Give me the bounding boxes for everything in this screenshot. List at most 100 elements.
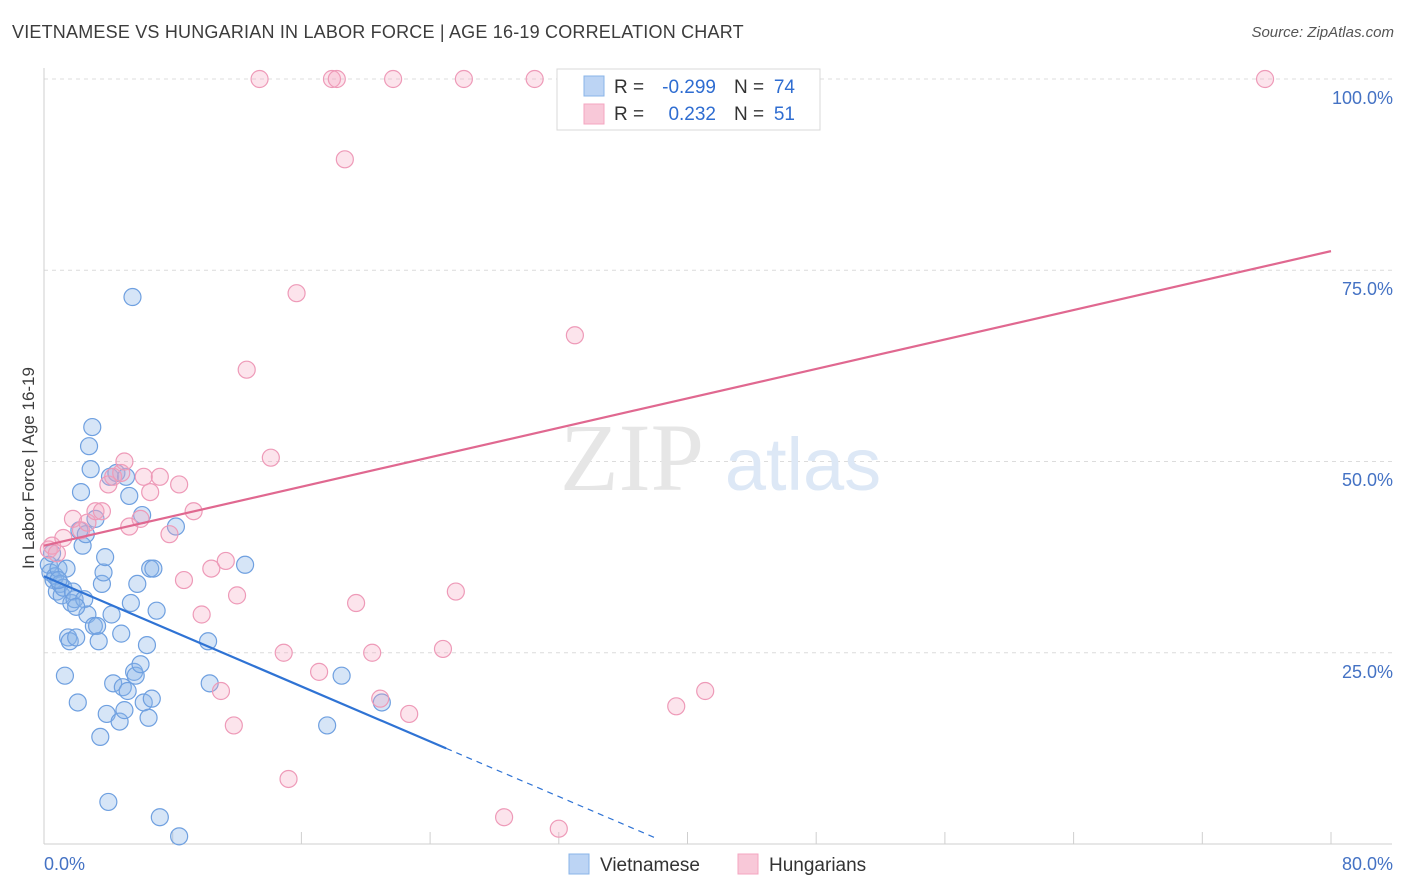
vietnamese-point-42 [110, 712, 129, 731]
hungarian-point-52 [1255, 69, 1275, 89]
watermark-zip: ZIP [560, 404, 704, 511]
vietnamese-point-31 [89, 632, 108, 651]
vietnamese-point-27 [83, 417, 102, 437]
bottom-legend-swatch-vietnamese [568, 853, 590, 875]
vietnamese-point-32 [91, 727, 110, 747]
legend-swatch-vietnamese [583, 75, 605, 97]
vietnamese-point-33 [92, 574, 112, 594]
correlation-legend: R = -0.299 N = 74 R = 0.232 N = 51 [556, 68, 821, 131]
vietnamese-point-63 [150, 808, 169, 827]
hungarian-point-40 [371, 689, 390, 708]
vietnamese-point-25 [79, 437, 99, 456]
hungarian-point-30 [261, 448, 280, 467]
hungarian-point-36 [327, 69, 346, 89]
hungarian-point-37 [335, 150, 354, 169]
hungarian-point-2 [47, 544, 66, 563]
hungarian-point-7 [86, 502, 105, 521]
hungarian-point-51 [696, 681, 715, 701]
hungarian-point-39 [363, 643, 382, 662]
vietnamese-point-10 [55, 666, 75, 685]
hungarian-point-23 [202, 559, 221, 578]
y-tick-label-3: 25.0% [1342, 662, 1393, 682]
hungarian-point-42 [400, 704, 419, 724]
series-legend: Vietnamese Hungarians [568, 853, 866, 876]
vietnamese-point-30 [87, 616, 107, 636]
bottom-legend-swatch-hungarians [737, 853, 759, 875]
hungarian-point-35 [322, 69, 342, 89]
vietnamese-point-70 [332, 666, 351, 685]
vietnamese-point-37 [99, 792, 118, 812]
hungarian-point-20 [174, 570, 194, 590]
vietnamese-point-69 [318, 716, 337, 735]
vietnamese-point-50 [123, 287, 142, 307]
hungarian-point-17 [150, 467, 169, 486]
vietnamese-trend-line [43, 575, 447, 750]
hungarian-point-49 [565, 326, 584, 345]
hungarian-point-16 [141, 483, 160, 502]
hungarian-point-25 [216, 551, 235, 571]
vietnamese-point-72 [67, 597, 86, 616]
hungarian-point-50 [667, 697, 686, 716]
vietnamese-point-49 [121, 593, 140, 613]
vietnamese-point-62 [147, 601, 166, 620]
legend-swatch-hungarians [583, 103, 605, 125]
vietnamese-point-61 [144, 559, 163, 578]
hungarian-point-19 [170, 475, 189, 494]
vietnamese-point-18 [68, 693, 87, 712]
vietnamese-point-53 [128, 574, 147, 594]
hungarian-point-31 [274, 643, 293, 662]
vietnamese-point-17 [67, 628, 86, 647]
vietnamese-point-54 [131, 655, 150, 674]
hungarian-point-27 [227, 586, 247, 605]
hungarian-point-48 [549, 819, 568, 838]
hungarian-point-11 [112, 463, 131, 483]
vietnamese-point-26 [81, 460, 100, 479]
hungarian-point-33 [287, 284, 306, 303]
hungarian-point-43 [433, 639, 453, 659]
hungarian-point-24 [211, 681, 231, 701]
hungarian-point-29 [250, 69, 269, 89]
hungarian-point-8 [92, 502, 112, 521]
bottom-legend-vietnamese: Vietnamese [600, 855, 700, 876]
hungarian-point-18 [160, 525, 179, 544]
vietnamese-trend-extension [445, 747, 656, 839]
hungarian-point-28 [237, 360, 256, 379]
hungarian-point-26 [224, 716, 243, 735]
watermark-atlas: atlas [725, 423, 881, 506]
x-tick-label-1: 80.0% [1342, 854, 1393, 874]
axes [43, 68, 1392, 845]
legend-r-label-2: R = [614, 104, 649, 125]
vietnamese-point-16 [65, 590, 84, 609]
y-tick-label-0: 100.0% [1332, 88, 1393, 108]
vietnamese-point-58 [139, 708, 158, 727]
x-tick-label-0: 0.0% [44, 854, 85, 874]
hungarian-point-38 [346, 593, 366, 613]
source-label: Source: ZipAtlas.com [1251, 24, 1394, 41]
watermark: ZIP atlas [560, 404, 881, 511]
vietnamese-point-35 [96, 548, 115, 567]
y-tick-label-2: 50.0% [1342, 470, 1393, 490]
vietnamese-point-34 [94, 563, 113, 582]
chart-title: VIETNAMESE VS HUNGARIAN IN LABOR FORCE |… [12, 22, 744, 42]
vietnamese-point-47 [118, 681, 137, 701]
hungarian-points [39, 69, 1275, 838]
vietnamese-point-68 [235, 555, 255, 574]
vietnamese-point-52 [126, 666, 145, 685]
legend-r-value-2: 0.232 [668, 104, 716, 125]
legend-r-label-1: R = [614, 77, 649, 98]
vietnamese-point-43 [112, 624, 131, 643]
hungarian-point-45 [454, 69, 473, 89]
hungarian-point-12 [115, 452, 134, 471]
legend-n-value-1: 74 [774, 77, 796, 98]
legend-n-label-1: N = [734, 77, 769, 98]
hungarian-trend-line [43, 250, 1332, 547]
trend-lines [43, 250, 1332, 839]
hungarian-point-3 [54, 528, 73, 548]
y-axis-label: In Labor Force | Age 16-19 [19, 367, 38, 569]
hungarian-point-46 [495, 808, 514, 827]
hungarian-point-22 [192, 605, 211, 624]
vietnamese-point-65 [170, 827, 189, 846]
vietnamese-point-60 [142, 689, 161, 708]
vietnamese-point-20 [71, 483, 91, 502]
